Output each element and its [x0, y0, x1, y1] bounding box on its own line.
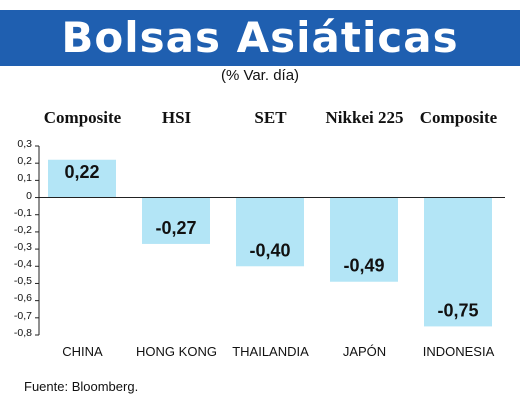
- y-tick-label: -0,2: [13, 224, 32, 236]
- bar: [142, 197, 210, 244]
- value-label: -0,27: [155, 218, 196, 238]
- value-label: 0,22: [64, 162, 99, 182]
- category-label: THAILANDIA: [232, 344, 309, 359]
- category-label: INDONESIA: [422, 344, 495, 359]
- y-tick-label: -0,8: [13, 327, 32, 339]
- y-tick-label: -0,7: [13, 310, 32, 322]
- index-label: Nikkei 225: [325, 108, 404, 127]
- y-axis-ticks: [35, 145, 39, 336]
- index-label: HSI: [161, 108, 192, 127]
- index-label: Composite: [419, 108, 498, 127]
- value-label: -0,49: [343, 256, 384, 276]
- y-tick-label: 0,3: [17, 138, 32, 150]
- index-label: Composite: [43, 108, 122, 127]
- y-tick-label: -0,5: [13, 275, 32, 287]
- y-tick-label: -0,1: [13, 207, 32, 219]
- y-tick-label: 0,2: [17, 155, 32, 167]
- y-tick-label: -0,4: [13, 258, 32, 270]
- bar: [330, 197, 398, 282]
- category-label: HONG KONG: [136, 344, 217, 359]
- category-label: JAPÓN: [342, 344, 387, 359]
- value-label: -0,75: [437, 300, 478, 320]
- value-labels: 0,22 -0,27 -0,40 -0,49 -0,75: [64, 162, 478, 321]
- chart-subtitle: (% Var. día): [220, 67, 300, 84]
- bars: [48, 159, 492, 327]
- title-banner: Bolsas Asiáticas: [0, 10, 520, 66]
- source-note: Fuente: Bloomberg.: [24, 379, 139, 394]
- chart-title: Bolsas Asiáticas: [61, 13, 459, 62]
- category-label: CHINA: [62, 344, 103, 359]
- y-tick-label: 0,1: [17, 172, 32, 184]
- y-tick-label: -0,6: [13, 292, 32, 304]
- value-label: -0,40: [249, 240, 290, 260]
- y-tick-label: 0: [26, 190, 32, 202]
- index-label: SET: [254, 108, 287, 127]
- bar: [424, 197, 492, 327]
- y-tick-label: -0,3: [13, 241, 32, 253]
- bar: [236, 197, 304, 267]
- bar: [48, 159, 116, 198]
